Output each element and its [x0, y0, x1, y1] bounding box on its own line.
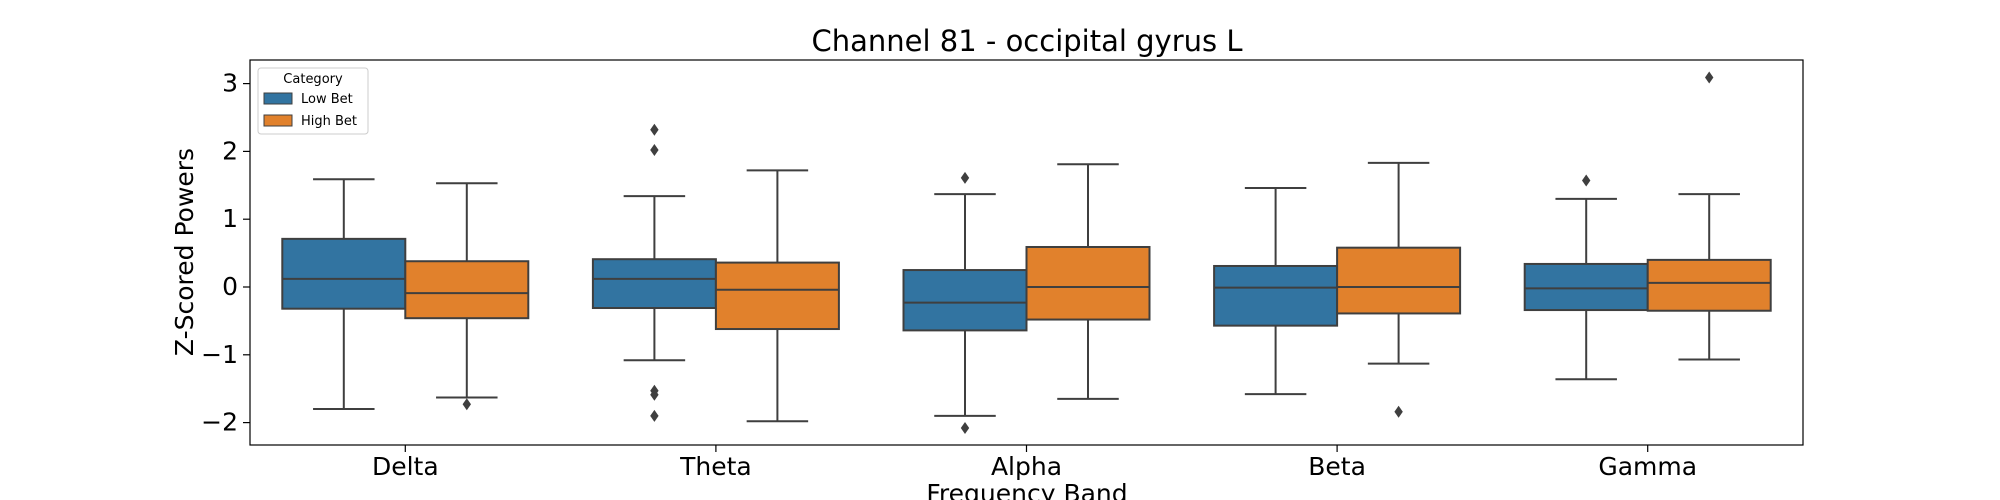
box-alpha-high-bet [1025, 163, 1151, 400]
box-beta-high-bet [1336, 161, 1462, 418]
box-gamma-low-bet [1523, 174, 1649, 381]
outlier-point [1394, 405, 1403, 418]
y-axis: −2 −1 0 1 2 3 [201, 69, 250, 437]
x-axis: Delta Theta Alpha Beta Gamma [372, 445, 1697, 481]
x-tick-label-alpha: Alpha [991, 452, 1062, 481]
box-iqr [902, 269, 1028, 332]
y-axis-label: Z-Scored Powers [170, 148, 199, 356]
outlier-point [960, 422, 970, 435]
y-tick-label: −2 [201, 408, 238, 437]
legend-label-high-bet: High Bet [301, 114, 357, 129]
box-delta-low-bet [281, 178, 407, 411]
outlier-point [1582, 174, 1591, 187]
x-tick-label-beta: Beta [1308, 452, 1366, 481]
x-axis-label: Frequency Band [926, 479, 1127, 500]
box-iqr [1025, 245, 1151, 321]
y-tick-label: 2 [222, 136, 238, 165]
outlier-point [960, 171, 970, 184]
box-iqr [1523, 262, 1649, 312]
box-theta-low-bet [591, 123, 717, 422]
box-alpha-low-bet [902, 171, 1028, 435]
box-iqr [591, 258, 717, 310]
legend-title: Category [283, 72, 343, 87]
box-iqr [404, 260, 530, 320]
outlier-point [650, 388, 659, 401]
box-beta-low-bet [1213, 187, 1339, 396]
chart-title: Channel 81 - occipital gyrus L [811, 24, 1242, 58]
x-tick-label-delta: Delta [372, 452, 439, 481]
outlier-point [650, 409, 659, 422]
outlier-point [1705, 71, 1714, 84]
y-tick-label: 3 [222, 69, 238, 98]
y-tick-label: 1 [222, 204, 238, 233]
outlier-point [650, 144, 659, 157]
box-iqr [1213, 264, 1339, 327]
legend-swatch-low-bet [263, 92, 293, 105]
boxes-layer [281, 71, 1772, 435]
outlier-point [650, 123, 659, 136]
box-gamma-high-bet [1646, 71, 1772, 361]
box-iqr [281, 237, 407, 310]
legend-swatch-high-bet [263, 114, 293, 127]
box-delta-high-bet [404, 182, 530, 411]
legend: Category Low Bet High Bet [257, 67, 369, 135]
outlier-point [462, 398, 471, 411]
box-theta-high-bet [714, 169, 840, 423]
box-iqr [1646, 258, 1772, 312]
legend-label-low-bet: Low Bet [301, 92, 353, 107]
x-tick-label-gamma: Gamma [1598, 452, 1697, 481]
y-tick-label: 0 [222, 272, 238, 301]
box-iqr [714, 261, 840, 331]
x-tick-label-theta: Theta [679, 452, 752, 481]
y-tick-label: −1 [201, 340, 238, 369]
box-iqr [1336, 246, 1462, 315]
